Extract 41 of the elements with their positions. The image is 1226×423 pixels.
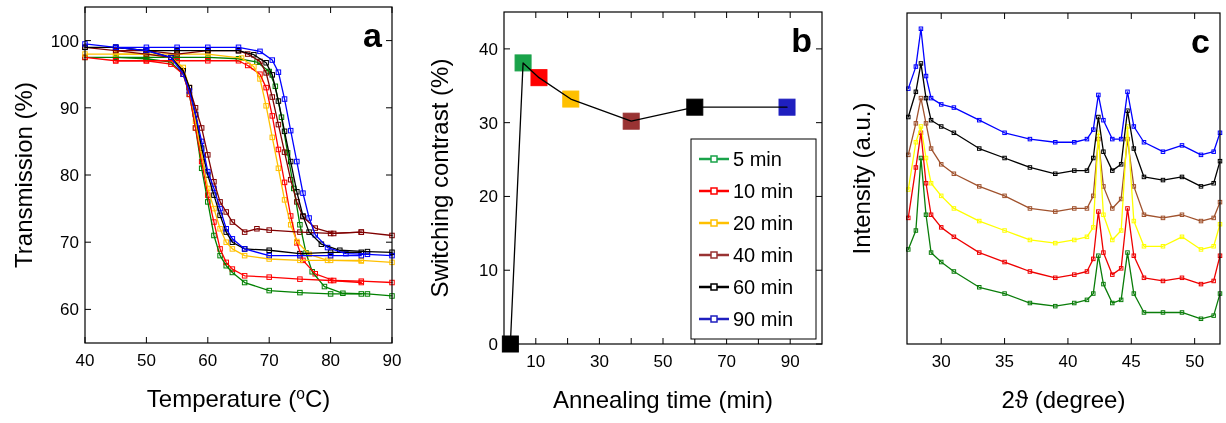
legend-label: 40 min (733, 244, 794, 266)
y-tick-label: 0 (488, 335, 498, 354)
legend-label: 60 min (733, 276, 794, 298)
x-tick-label: 90 (382, 351, 402, 370)
y-tick-label: 90 (60, 98, 79, 118)
y-axis-title: Transmission (%) (10, 82, 37, 268)
x-tick-label: 60 (198, 351, 218, 370)
y-tick-label: 100 (50, 31, 79, 51)
x-tick-label: 40 (75, 351, 95, 370)
x-tick-label: 30 (931, 352, 951, 371)
y-tick-label: 10 (479, 261, 498, 281)
x-tick-label: 50 (136, 351, 156, 370)
x-tick-label: 50 (1185, 352, 1205, 371)
x-tick-label: 70 (259, 351, 279, 370)
y-tick-label: 20 (479, 187, 498, 207)
y-tick-label: 30 (479, 113, 498, 133)
annotation: a (363, 16, 384, 54)
y-axis-title: Switching contrast (%) (426, 58, 453, 298)
x-tick-label: 10 (526, 352, 546, 371)
legend-label: 90 min (733, 308, 794, 330)
y-tick-label: 80 (60, 166, 79, 185)
y-tick-label: 60 (60, 300, 79, 320)
legend-label: 5 min (733, 148, 782, 170)
annotation: c (1191, 22, 1210, 60)
x-tick-label: 40 (1058, 352, 1078, 371)
annotation: b (791, 21, 812, 59)
x-tick-label: 90 (780, 352, 800, 371)
x-tick-label: 80 (321, 351, 341, 370)
x-tick-label: 30 (589, 352, 609, 371)
x-axis-title: Temperature ($^{o}$C) (146, 384, 331, 412)
legend-label: 20 min (733, 212, 794, 234)
x-tick-label: 35 (995, 352, 1015, 371)
x-tick-label: 70 (717, 352, 737, 371)
y-tick-label: 70 (60, 233, 79, 253)
x-axis-title: Annealing time (min) (552, 386, 774, 413)
x-tick-label: 50 (653, 352, 673, 371)
legend-label: 10 min (733, 180, 794, 202)
y-tick-label: 40 (479, 39, 498, 59)
x-tick-label: 45 (1121, 352, 1141, 371)
y-axis-title: Intensity (a.u.) (848, 102, 875, 255)
x-axis-title: 2ϑ (degree) (1001, 386, 1126, 413)
